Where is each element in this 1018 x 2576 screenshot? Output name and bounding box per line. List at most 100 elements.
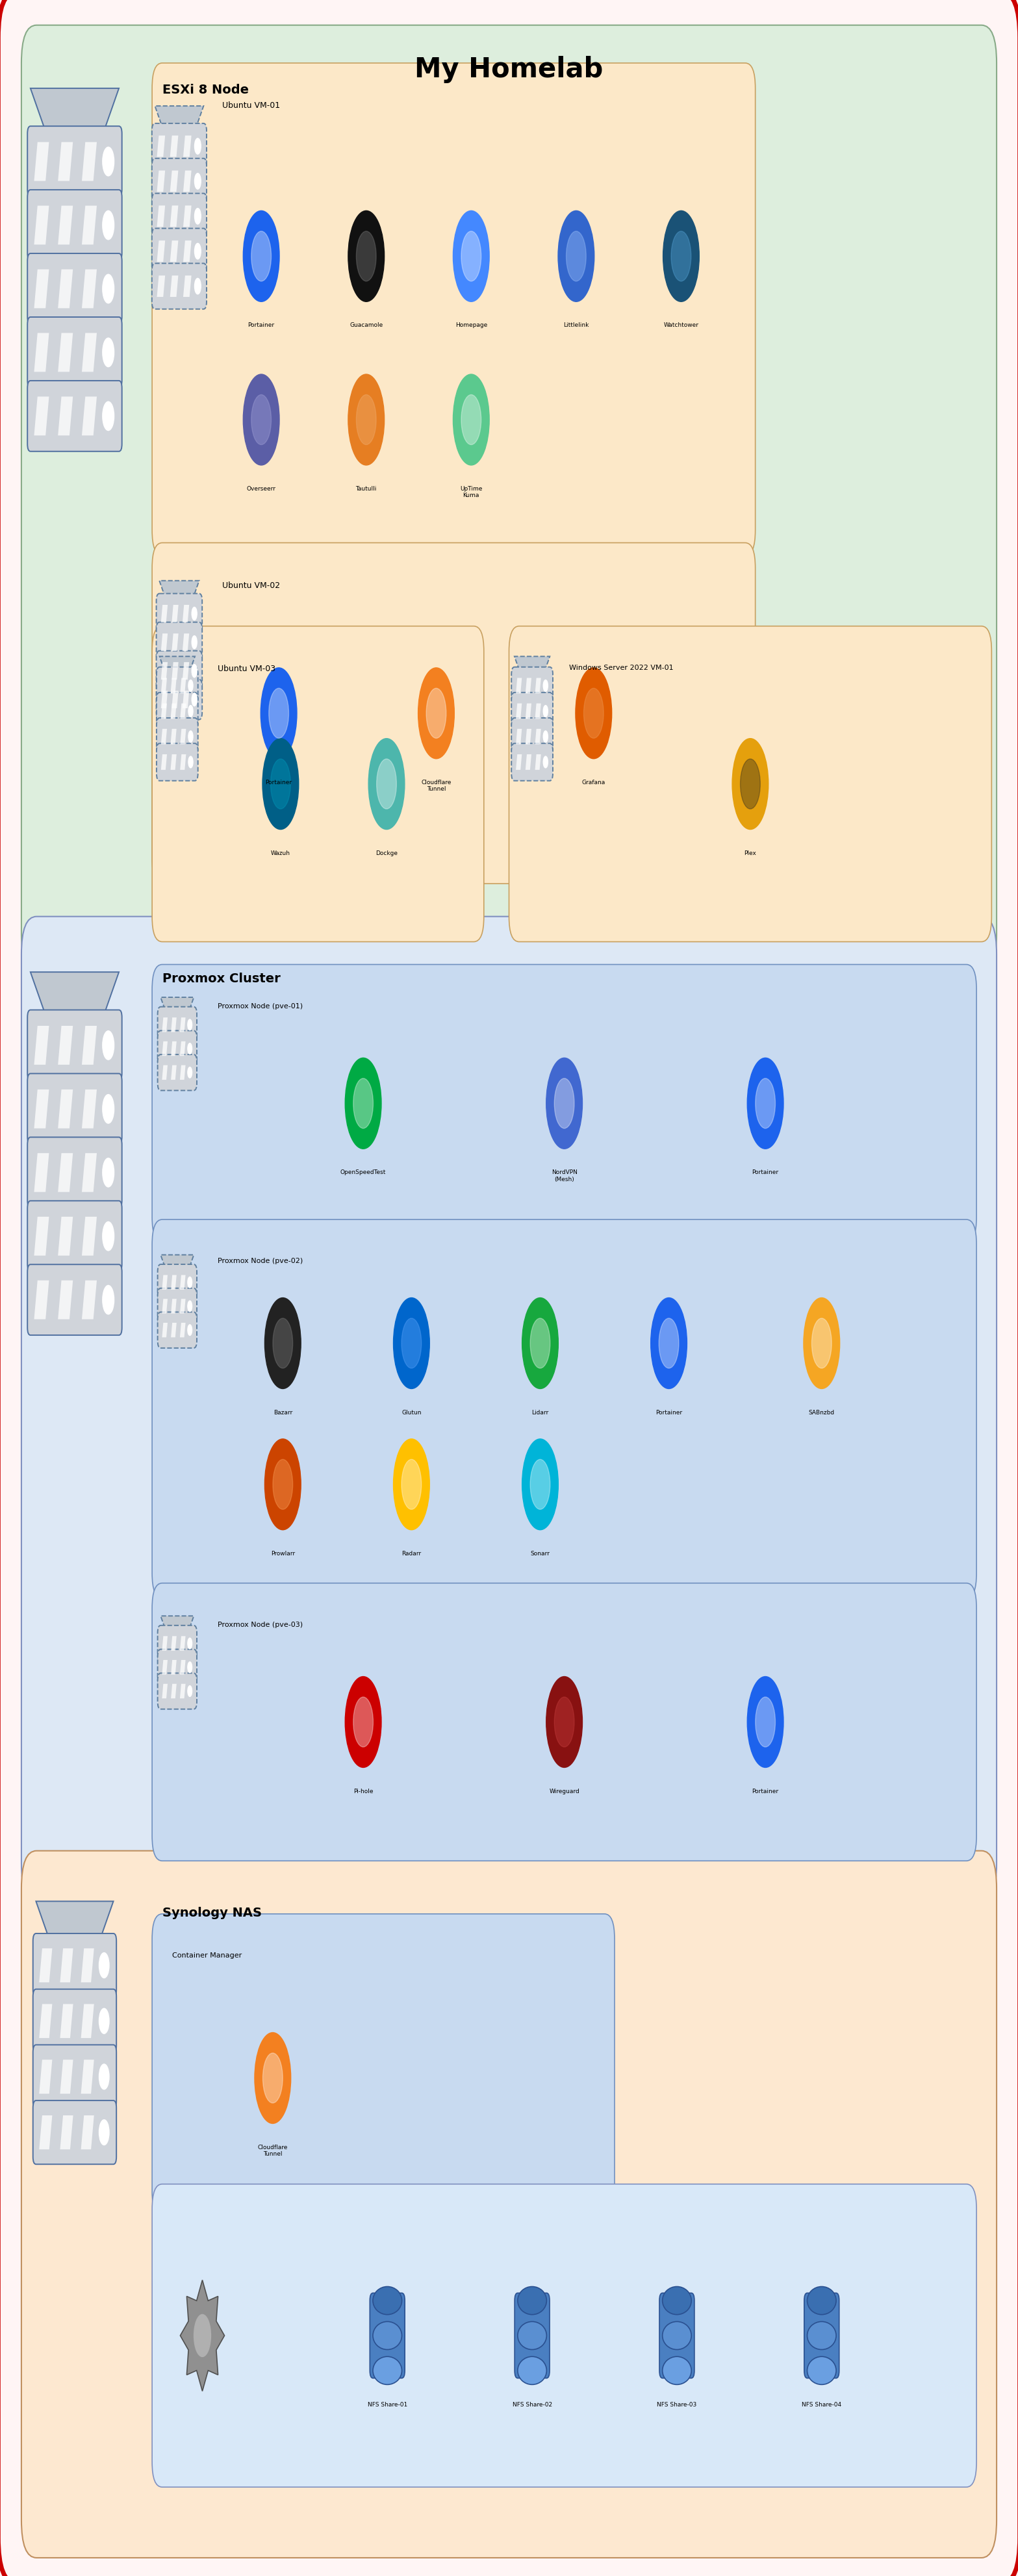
FancyBboxPatch shape <box>370 2293 405 2378</box>
Text: UpTime
Kuma: UpTime Kuma <box>460 487 483 500</box>
Text: Guacamole: Guacamole <box>349 322 383 327</box>
Text: Proxmox Node (pve-02): Proxmox Node (pve-02) <box>218 1257 302 1265</box>
Circle shape <box>755 1698 776 1747</box>
Circle shape <box>187 1685 192 1698</box>
Polygon shape <box>31 974 119 1018</box>
Ellipse shape <box>807 2357 836 2385</box>
Polygon shape <box>157 137 165 157</box>
Circle shape <box>187 1638 192 1649</box>
Circle shape <box>243 211 279 301</box>
Polygon shape <box>535 703 541 719</box>
Polygon shape <box>171 703 176 719</box>
Polygon shape <box>60 2061 73 2094</box>
Polygon shape <box>81 206 97 245</box>
FancyBboxPatch shape <box>511 693 553 732</box>
Ellipse shape <box>663 2357 691 2385</box>
Ellipse shape <box>517 2321 547 2349</box>
Text: Littlelink: Littlelink <box>563 322 589 327</box>
Text: Dockge: Dockge <box>376 850 398 855</box>
Text: ESXi 8 Node: ESXi 8 Node <box>162 85 248 95</box>
Polygon shape <box>162 1018 168 1033</box>
Circle shape <box>194 139 201 155</box>
FancyBboxPatch shape <box>511 744 553 781</box>
Text: Pi-hole: Pi-hole <box>353 1788 374 1793</box>
Polygon shape <box>170 206 178 227</box>
Polygon shape <box>39 2115 52 2148</box>
Circle shape <box>671 232 691 281</box>
FancyBboxPatch shape <box>27 317 122 389</box>
Circle shape <box>453 374 490 466</box>
Polygon shape <box>34 1216 49 1257</box>
FancyBboxPatch shape <box>157 667 197 706</box>
Circle shape <box>522 1440 558 1530</box>
Polygon shape <box>170 170 178 193</box>
Circle shape <box>522 1298 558 1388</box>
Polygon shape <box>180 755 186 770</box>
FancyBboxPatch shape <box>152 229 207 276</box>
Circle shape <box>265 1440 301 1530</box>
Polygon shape <box>182 690 189 708</box>
Polygon shape <box>58 206 73 245</box>
Circle shape <box>418 667 454 760</box>
Text: Portainer: Portainer <box>266 781 292 786</box>
Ellipse shape <box>663 2287 691 2316</box>
Circle shape <box>348 374 385 466</box>
FancyBboxPatch shape <box>33 2045 116 2110</box>
Circle shape <box>103 276 114 304</box>
Circle shape <box>461 232 482 281</box>
Polygon shape <box>514 657 550 675</box>
Polygon shape <box>171 1685 176 1698</box>
Circle shape <box>188 706 193 716</box>
Polygon shape <box>34 332 49 374</box>
Polygon shape <box>60 1947 73 1984</box>
Polygon shape <box>525 729 531 744</box>
Circle shape <box>544 757 548 768</box>
Polygon shape <box>155 106 204 131</box>
FancyBboxPatch shape <box>158 1311 196 1347</box>
Circle shape <box>99 2009 109 2035</box>
Polygon shape <box>161 677 167 693</box>
Text: Grafana: Grafana <box>582 781 606 786</box>
Circle shape <box>103 337 114 368</box>
FancyBboxPatch shape <box>509 626 992 943</box>
Circle shape <box>103 147 114 178</box>
Circle shape <box>369 739 404 829</box>
Circle shape <box>356 394 377 446</box>
Polygon shape <box>183 137 191 157</box>
Polygon shape <box>60 2004 73 2038</box>
Circle shape <box>566 232 586 281</box>
FancyBboxPatch shape <box>152 1584 976 1860</box>
Circle shape <box>103 402 114 430</box>
Polygon shape <box>161 755 167 770</box>
Polygon shape <box>58 397 73 435</box>
Polygon shape <box>34 270 49 309</box>
FancyBboxPatch shape <box>152 544 755 884</box>
Circle shape <box>191 693 196 706</box>
Text: Wireguard: Wireguard <box>549 1788 579 1793</box>
FancyBboxPatch shape <box>27 126 122 198</box>
Polygon shape <box>58 1216 73 1257</box>
Polygon shape <box>171 1066 176 1079</box>
Circle shape <box>243 374 279 466</box>
Polygon shape <box>81 2004 94 2038</box>
Circle shape <box>187 1301 192 1311</box>
Circle shape <box>544 680 548 693</box>
FancyBboxPatch shape <box>21 26 997 974</box>
Circle shape <box>345 1059 382 1149</box>
Polygon shape <box>172 662 178 680</box>
Circle shape <box>348 211 385 301</box>
FancyBboxPatch shape <box>152 1221 976 1600</box>
Circle shape <box>103 1221 114 1252</box>
Circle shape <box>251 394 271 446</box>
FancyBboxPatch shape <box>157 652 203 690</box>
Polygon shape <box>81 1090 97 1128</box>
Polygon shape <box>516 677 522 693</box>
Polygon shape <box>162 1041 168 1056</box>
Circle shape <box>547 1059 582 1149</box>
Circle shape <box>811 1319 832 1368</box>
FancyBboxPatch shape <box>157 680 203 721</box>
Text: Lidarr: Lidarr <box>531 1409 549 1414</box>
Polygon shape <box>162 1324 168 1337</box>
Polygon shape <box>157 170 165 193</box>
Polygon shape <box>81 142 97 180</box>
